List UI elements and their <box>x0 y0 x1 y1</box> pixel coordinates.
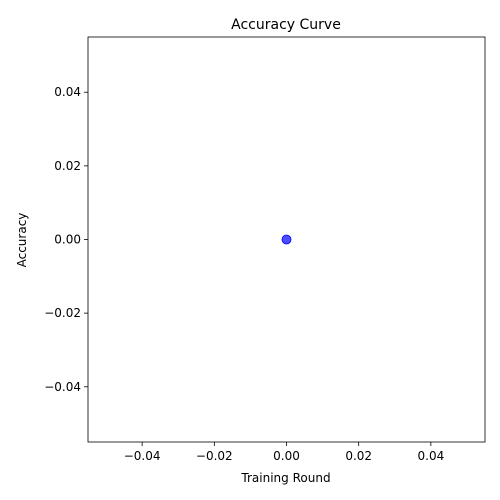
y-tick-label: 0.00 <box>54 233 81 247</box>
x-axis-label: Training Round <box>240 471 330 485</box>
y-axis-label: Accuracy <box>15 213 29 268</box>
x-tick-label: 0.04 <box>418 449 445 463</box>
y-tick-label: −0.02 <box>44 306 81 320</box>
chart-title: Accuracy Curve <box>231 17 341 33</box>
x-tick-label: −0.02 <box>196 449 233 463</box>
plot-frame <box>87 36 486 443</box>
x-tick-label: −0.04 <box>124 449 161 463</box>
x-tick-label: 0.02 <box>345 449 372 463</box>
x-tick-label: 0.00 <box>273 449 300 463</box>
data-point <box>281 234 292 245</box>
y-tick-label: 0.04 <box>54 85 81 99</box>
y-tick-label: 0.02 <box>54 159 81 173</box>
y-tick-label: −0.04 <box>44 380 81 394</box>
plot-area: −0.04 −0.02 0.00 0.02 0.04 −0.04 −0.02 0.00 0.02… <box>44 36 486 463</box>
